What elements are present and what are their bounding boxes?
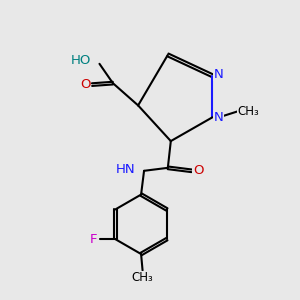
Text: CH₃: CH₃ (132, 271, 153, 284)
Text: CH₃: CH₃ (237, 105, 259, 118)
Text: N: N (214, 111, 224, 124)
Text: F: F (90, 233, 98, 246)
Text: N: N (214, 68, 224, 81)
Text: HN: HN (116, 163, 135, 176)
Text: HO: HO (71, 54, 91, 67)
Text: O: O (80, 78, 91, 91)
Text: O: O (193, 164, 203, 177)
